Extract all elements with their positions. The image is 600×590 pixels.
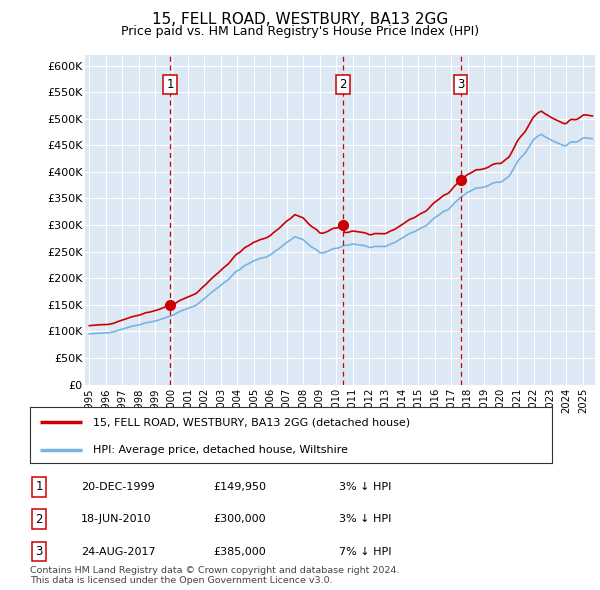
Text: This data is licensed under the Open Government Licence v3.0.: This data is licensed under the Open Gov… (30, 576, 332, 585)
Text: Price paid vs. HM Land Registry's House Price Index (HPI): Price paid vs. HM Land Registry's House … (121, 25, 479, 38)
Text: 2: 2 (35, 513, 43, 526)
Text: HPI: Average price, detached house, Wiltshire: HPI: Average price, detached house, Wilt… (92, 445, 347, 455)
Text: 18-JUN-2010: 18-JUN-2010 (81, 514, 152, 524)
Text: £149,950: £149,950 (213, 482, 266, 491)
Text: 3: 3 (35, 545, 43, 558)
Text: 3% ↓ HPI: 3% ↓ HPI (339, 482, 391, 491)
Text: 1: 1 (35, 480, 43, 493)
Text: 3: 3 (457, 78, 464, 91)
Text: 3% ↓ HPI: 3% ↓ HPI (339, 514, 391, 524)
Text: 24-AUG-2017: 24-AUG-2017 (81, 547, 155, 556)
Text: Contains HM Land Registry data © Crown copyright and database right 2024.: Contains HM Land Registry data © Crown c… (30, 566, 400, 575)
Text: £385,000: £385,000 (213, 547, 266, 556)
Text: 20-DEC-1999: 20-DEC-1999 (81, 482, 155, 491)
Text: 2: 2 (339, 78, 347, 91)
Text: 15, FELL ROAD, WESTBURY, BA13 2GG (detached house): 15, FELL ROAD, WESTBURY, BA13 2GG (detac… (92, 417, 410, 427)
Text: 15, FELL ROAD, WESTBURY, BA13 2GG: 15, FELL ROAD, WESTBURY, BA13 2GG (152, 12, 448, 27)
Text: 1: 1 (166, 78, 174, 91)
Text: 7% ↓ HPI: 7% ↓ HPI (339, 547, 391, 556)
Text: £300,000: £300,000 (213, 514, 266, 524)
